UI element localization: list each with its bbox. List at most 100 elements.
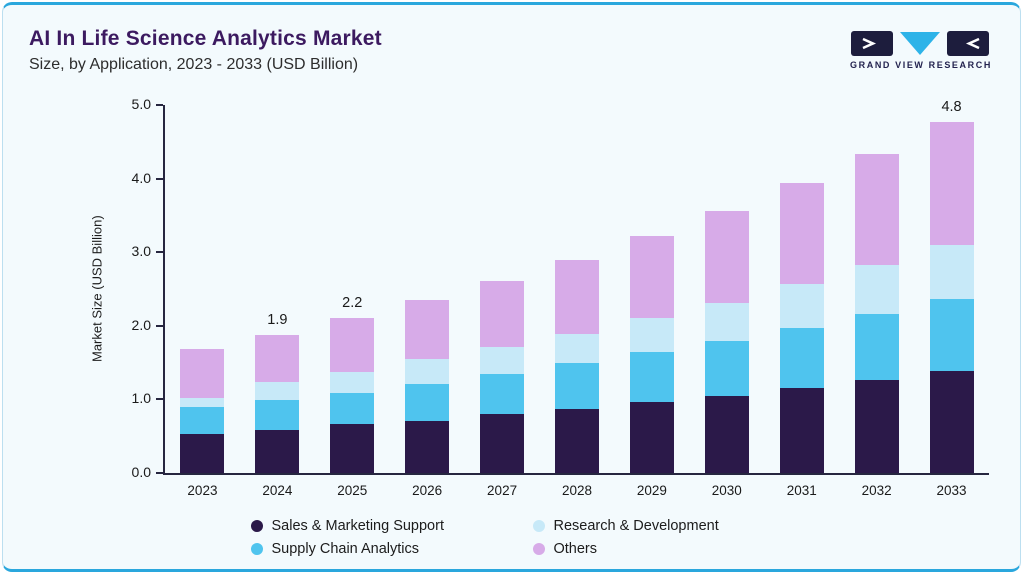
bar-segment-1 — [480, 414, 525, 473]
chart-subtitle: Size, by Application, 2023 - 2033 (USD B… — [29, 56, 359, 73]
bar-segment-2 — [929, 298, 974, 371]
bar-value-label: 4.8 — [941, 98, 962, 115]
bar-segment-1 — [779, 388, 824, 473]
legend-label: Others — [553, 541, 598, 557]
bar-stack — [555, 259, 599, 473]
legend-item: Others — [532, 541, 773, 557]
bar-segment-2 — [180, 406, 225, 434]
legend-dot — [532, 520, 545, 532]
bar-stack — [629, 236, 674, 473]
bar-segment-1 — [854, 379, 899, 473]
bar-segment-2 — [405, 383, 450, 421]
bar-segment-4 — [555, 259, 599, 335]
bar-segment-3 — [854, 265, 899, 314]
y-tick-label: 4.0 — [131, 169, 151, 186]
bar-segment-2 — [330, 392, 375, 425]
y-tick-label: 3.0 — [131, 243, 151, 260]
bar-segment-4 — [330, 317, 375, 373]
bar-segment-1 — [629, 402, 674, 473]
x-tick-label: 2028 — [561, 483, 592, 498]
x-tick-label: 2033 — [936, 483, 967, 498]
page-title: AI In Life Science Analytics Market — [29, 27, 382, 50]
bar-segment-3 — [180, 398, 225, 407]
x-tick-label: 2032 — [861, 483, 892, 498]
bar-stack — [704, 210, 749, 473]
x-tick-label: 2029 — [636, 483, 667, 498]
x-tick-label: 2023 — [187, 483, 218, 498]
bar-segment-2 — [480, 373, 525, 415]
bar-stack: 4.8 — [929, 99, 974, 473]
legend-label: Sales & Marketing Support — [271, 518, 444, 534]
plot-area: 0.0 1.0 2.0 3.0 4.0 5.0 2023 1.9 2024 2.2 2025 2026… — [132, 96, 989, 498]
bar-segment-3 — [929, 244, 974, 299]
y-tick-label: 1.0 — [131, 390, 151, 407]
x-tick-label: 2027 — [487, 483, 518, 498]
bar-stack: 2.2 — [330, 295, 375, 473]
legend-dot — [250, 543, 263, 555]
y-tick-mark — [156, 472, 163, 474]
bar-segment-4 — [929, 122, 974, 245]
bar-segment-2 — [629, 352, 674, 403]
bar-stack — [854, 153, 899, 473]
legend-label: Supply Chain Analytics — [271, 541, 420, 557]
x-tick-label: 2030 — [711, 483, 742, 498]
legend-item: Supply Chain Analytics — [250, 541, 519, 557]
bar-segment-4 — [704, 210, 749, 303]
y-tick-label: 5.0 — [131, 96, 151, 112]
bar-segment-3 — [629, 318, 674, 353]
y-tick-mark — [156, 104, 163, 106]
bar-segment-4 — [180, 349, 225, 399]
bar-value-label: 1.9 — [267, 311, 288, 328]
bar-segment-1 — [555, 409, 599, 473]
bar-segment-1 — [255, 430, 300, 473]
bar-segment-2 — [255, 400, 300, 431]
bar-segment-3 — [480, 347, 525, 374]
bar-segment-1 — [405, 420, 450, 473]
bar-segment-2 — [854, 314, 899, 380]
legend-dot — [532, 543, 545, 555]
y-tick-mark — [156, 398, 163, 401]
bar-value-label: 2.2 — [342, 294, 363, 311]
y-tick-label: 2.0 — [131, 316, 151, 333]
bar-stack — [180, 349, 225, 473]
bar-segment-3 — [405, 358, 450, 384]
bar-segment-1 — [330, 424, 375, 473]
legend-label: Research & Development — [553, 518, 719, 534]
bar-segment-4 — [779, 183, 824, 284]
bar-segment-4 — [480, 280, 525, 348]
y-axis-title: Market Size (USD Billion) — [89, 215, 105, 363]
bar-segment-4 — [255, 334, 300, 382]
x-tick-label: 2024 — [262, 483, 293, 498]
bar-segment-1 — [180, 434, 225, 473]
y-tick-mark — [156, 324, 163, 327]
legend-dot — [250, 520, 263, 532]
gvr-logo: GRAND VIEW RESEARCH — [848, 31, 994, 70]
bar-segment-4 — [405, 300, 450, 359]
bar-segment-3 — [704, 302, 749, 342]
bar-segment-1 — [704, 395, 749, 473]
bar-segment-2 — [555, 363, 599, 409]
bar-segment-2 — [704, 341, 749, 396]
bar-segment-3 — [330, 372, 375, 393]
bar-stack — [480, 280, 525, 473]
y-tick-mark — [156, 251, 163, 254]
bar-segment-2 — [779, 328, 824, 389]
y-tick-mark — [156, 177, 163, 180]
x-tick-label: 2026 — [412, 483, 443, 498]
bar-segment-4 — [629, 236, 674, 319]
x-tick-label: 2025 — [337, 483, 368, 498]
bar-segment-3 — [255, 381, 300, 401]
bar-stack — [405, 300, 450, 473]
chart-legend: Sales & Marketing Support Research & Deve… — [3, 518, 1020, 557]
bar-segment-3 — [555, 334, 599, 364]
chart-header: AI In Life Science Analytics Market Size… — [29, 27, 820, 74]
bar-segment-1 — [929, 370, 974, 473]
gvr-logo-text: GRAND VIEW RESEARCH — [850, 60, 992, 70]
gvr-logo-icon — [851, 31, 989, 56]
bar-segment-4 — [854, 153, 899, 266]
legend-item: Research & Development — [532, 518, 773, 534]
bar-segment-3 — [779, 283, 824, 329]
bar-stack: 1.9 — [255, 312, 300, 473]
x-tick-label: 2031 — [786, 483, 817, 498]
